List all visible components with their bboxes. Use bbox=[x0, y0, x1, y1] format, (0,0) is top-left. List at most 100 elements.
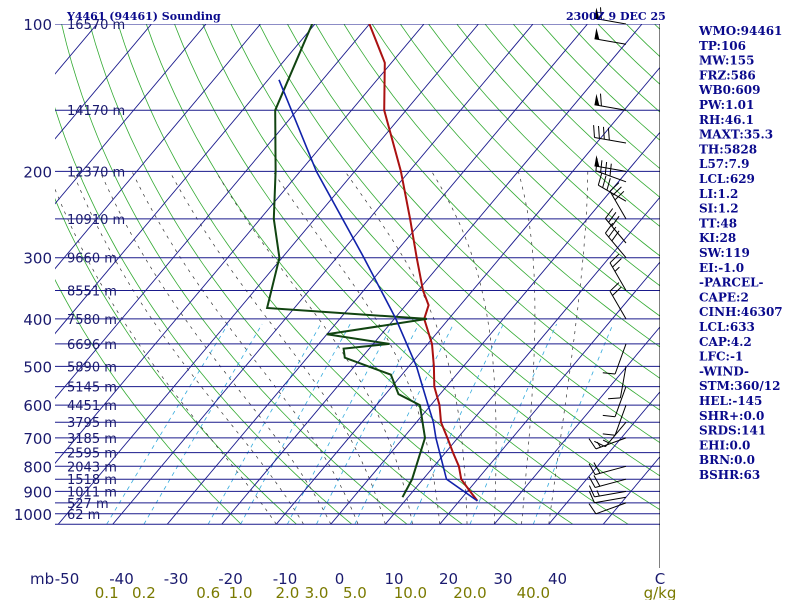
pressure-tick-label: 100 bbox=[23, 16, 52, 34]
wind-barb-staff bbox=[605, 232, 627, 259]
wind-barb-flag bbox=[597, 173, 603, 186]
wind-barb bbox=[588, 485, 627, 498]
wind-barb bbox=[609, 182, 627, 220]
dry-adiabat-line bbox=[569, 24, 660, 113]
dry-adiabat-line bbox=[315, 24, 660, 379]
mixing-ratio-label: 20.0 bbox=[453, 584, 486, 600]
wind-barb-staff bbox=[594, 165, 627, 172]
index-item: EHI:0.0 bbox=[699, 438, 750, 452]
index-item: SHR+:0.0 bbox=[699, 409, 764, 423]
isotherm-line bbox=[112, 24, 534, 525]
height-label: 4451 m bbox=[67, 399, 117, 414]
pressure-tick-label: 1000 bbox=[14, 506, 52, 524]
height-label: 16570 m bbox=[67, 18, 125, 33]
wind-barb bbox=[594, 93, 627, 111]
wind-barb bbox=[594, 155, 627, 172]
height-label: 2043 m bbox=[67, 460, 117, 475]
dry-adiabat-line bbox=[89, 24, 463, 525]
dry-adiabat-line bbox=[456, 24, 660, 228]
height-label: 527 m bbox=[67, 497, 109, 512]
wind-barb-flag bbox=[598, 125, 600, 139]
moist-adiabat-line bbox=[55, 188, 277, 525]
wind-barb-staff bbox=[605, 218, 627, 244]
mixing-ratio-line bbox=[240, 323, 351, 525]
index-item: -WIND- bbox=[699, 364, 749, 378]
index-item: WMO:94461 bbox=[698, 24, 782, 38]
wind-barb-pennant bbox=[594, 27, 600, 40]
dry-adiabat-line bbox=[117, 24, 518, 525]
wind-barb bbox=[604, 222, 627, 259]
dry-adiabat-line bbox=[541, 24, 660, 141]
mixing-ratio-line bbox=[106, 323, 229, 525]
wind-barb-staff bbox=[619, 366, 627, 398]
wind-barb bbox=[588, 437, 627, 450]
wind-barb bbox=[588, 462, 627, 476]
index-item: CINH:46307 bbox=[699, 305, 783, 319]
wind-barb-flag bbox=[611, 230, 620, 242]
temperature-tick-label: 10 bbox=[384, 570, 403, 588]
pressure-tick-label: 300 bbox=[23, 250, 52, 268]
moist-adiabat-line bbox=[131, 171, 359, 525]
wind-barb-flag bbox=[608, 212, 617, 223]
dry-adiabat-line bbox=[258, 24, 660, 444]
wind-barb-staff bbox=[594, 104, 627, 111]
background-lines bbox=[0, 2, 660, 568]
wind-barb-staff bbox=[595, 170, 627, 183]
y-axis-label: mb bbox=[30, 570, 54, 588]
isotherm-line bbox=[0, 2, 7, 525]
isotherm-line bbox=[166, 24, 589, 525]
moist-adiabat-line bbox=[72, 171, 304, 525]
dry-adiabat-line bbox=[343, 24, 660, 348]
temperature-line bbox=[368, 24, 479, 502]
dry-adiabat-line bbox=[174, 24, 629, 525]
mixing-ratio-line bbox=[354, 323, 454, 525]
mixing-ratio-label: 10.0 bbox=[394, 584, 427, 600]
height-label: 62 m bbox=[67, 508, 100, 523]
wind-barb-staff bbox=[594, 465, 627, 476]
isotherm-line bbox=[493, 326, 660, 525]
height-label: 1518 m bbox=[67, 473, 117, 488]
index-item: TT:48 bbox=[699, 216, 737, 230]
isotherm-line bbox=[55, 24, 316, 335]
wind-barb bbox=[593, 125, 627, 144]
pressure-tick-label: 200 bbox=[23, 163, 52, 181]
mixing-ratio-label: 5.0 bbox=[343, 584, 367, 600]
mixing-ratio-label: 2.0 bbox=[275, 584, 299, 600]
wind-barb bbox=[609, 253, 627, 291]
dry-adiabat-line bbox=[61, 24, 408, 525]
wind-barb-flag bbox=[602, 372, 616, 375]
isotherm-line bbox=[221, 24, 643, 525]
dry-adiabat-line bbox=[287, 24, 660, 411]
wind-barb-flag bbox=[600, 7, 602, 20]
wind-barb-staff bbox=[595, 502, 627, 515]
wind-barb-staff bbox=[594, 137, 627, 144]
wind-barb-staff bbox=[609, 190, 627, 220]
isotherm-line bbox=[330, 131, 660, 525]
mixing-ratio-line bbox=[469, 323, 557, 525]
isotherm-line bbox=[55, 24, 371, 400]
temperature-tick-label: 30 bbox=[493, 570, 512, 588]
mixing-ratio-line bbox=[532, 323, 614, 525]
wind-barb-pennant bbox=[594, 93, 600, 106]
mixing-ratio-line bbox=[287, 323, 393, 525]
height-label: 2595 m bbox=[67, 447, 117, 462]
height-label: 8551 m bbox=[67, 285, 117, 300]
temperature-tick-label: -20 bbox=[218, 570, 243, 588]
wind-barb-flag bbox=[593, 462, 601, 474]
wind-barb-flag bbox=[608, 226, 617, 238]
wind-barb-flag bbox=[608, 397, 621, 400]
wind-barb-flag bbox=[606, 178, 611, 191]
index-item: L57:7.9 bbox=[699, 157, 749, 171]
wind-barb-flag bbox=[611, 215, 620, 227]
mixing-ratio-line bbox=[316, 323, 420, 525]
mixing-ratio-unit-label: g/kg bbox=[644, 584, 677, 600]
temperature-tick-label: -30 bbox=[164, 570, 189, 588]
wind-barb bbox=[608, 366, 627, 400]
wind-barb-flag bbox=[594, 440, 606, 448]
wind-barb-flag bbox=[600, 160, 603, 173]
index-item: FRZ:586 bbox=[699, 68, 756, 82]
height-label: 14170 m bbox=[67, 104, 125, 119]
index-item: LCL:629 bbox=[699, 172, 755, 186]
height-label: 3795 m bbox=[67, 416, 117, 431]
